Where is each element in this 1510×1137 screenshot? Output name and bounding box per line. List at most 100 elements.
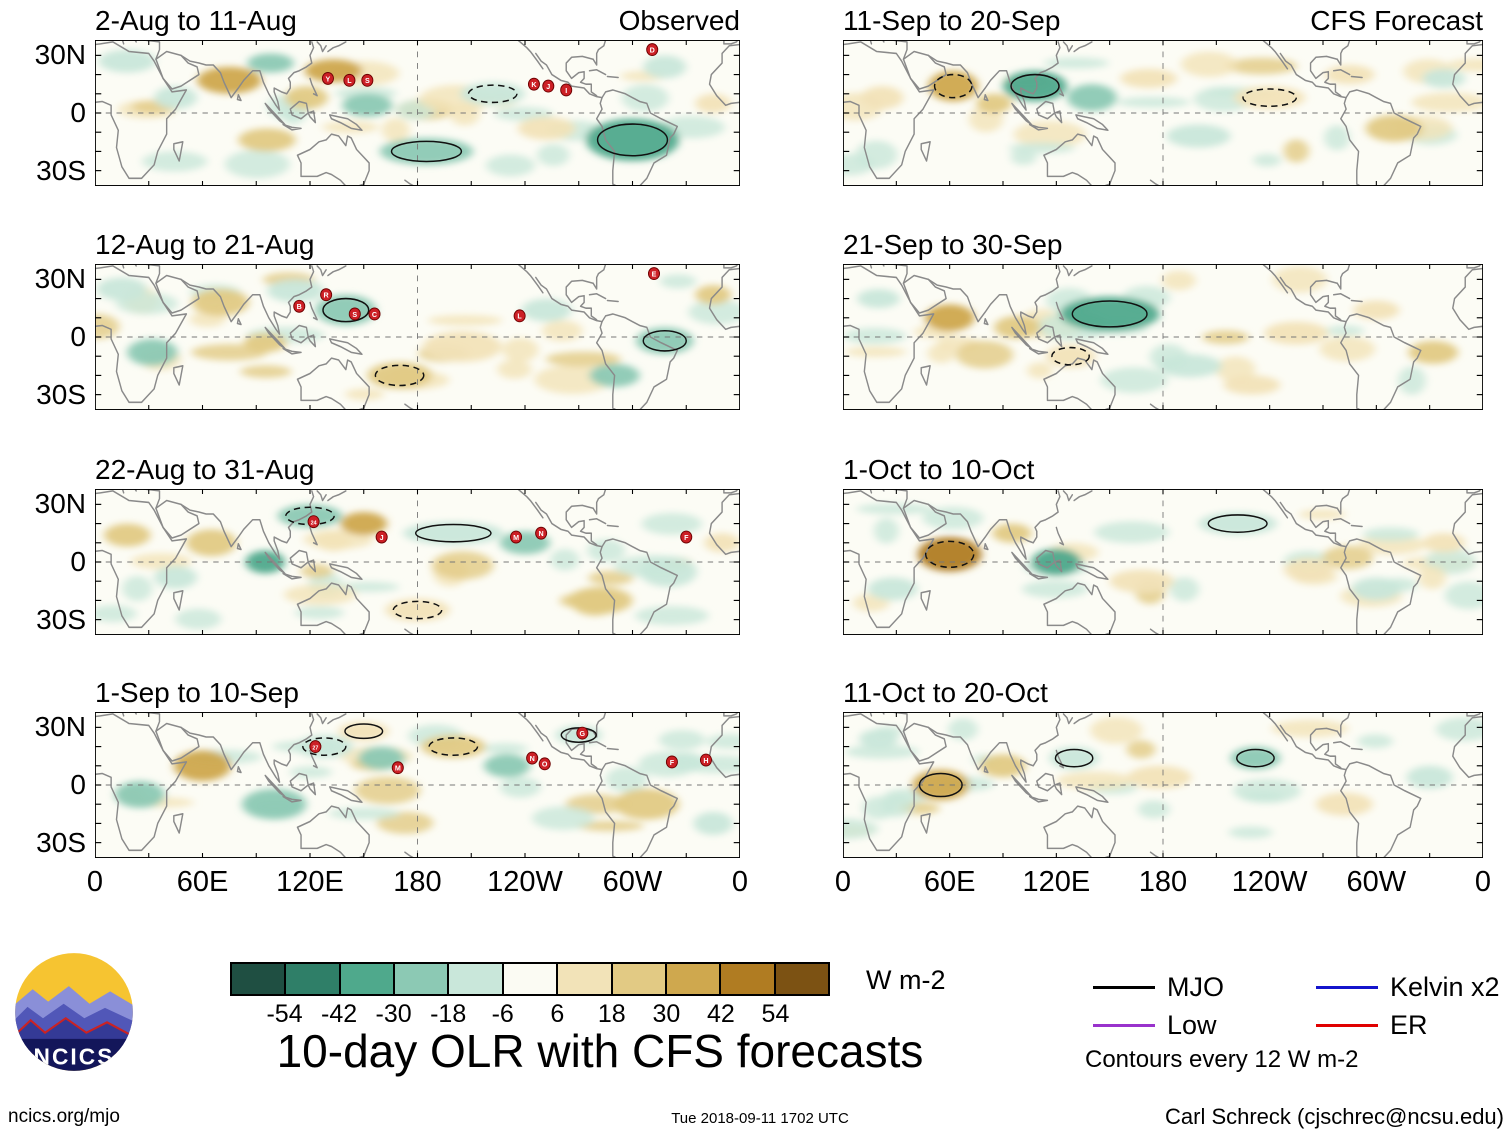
panel-title-2-0: 22-Aug to 31-Aug xyxy=(95,454,315,485)
panel-title-1-1: 21-Sep to 30-Sep xyxy=(843,229,1063,260)
colorbar xyxy=(230,962,830,996)
storm-icon xyxy=(538,757,551,771)
storm-letter: F xyxy=(670,758,675,767)
storm-letter: J xyxy=(380,533,384,542)
storm-icon xyxy=(309,740,322,754)
storm-letter: M xyxy=(395,763,401,772)
storm-letter: S xyxy=(352,310,357,319)
anomaly-shading xyxy=(95,272,740,401)
legend-line-swatch xyxy=(1093,986,1155,989)
x-axis-label: 0 xyxy=(86,866,104,898)
storm-icon xyxy=(576,726,589,740)
storm-marker-I: I xyxy=(560,83,573,97)
y-axis-label: 30S xyxy=(36,378,86,410)
colorbar-segment xyxy=(721,964,776,994)
storm-icon xyxy=(361,73,374,87)
footer-credit: Carl Schreck (cjschrec@ncsu.edu) xyxy=(1165,1104,1504,1129)
colorbar-tick-label: -30 xyxy=(375,1000,412,1028)
panel-title-3-1: 11-Oct to 20-Oct xyxy=(843,677,1048,708)
legend-label: Kelvin x2 xyxy=(1390,972,1500,1002)
storm-icon xyxy=(375,530,388,544)
mjo-contour xyxy=(322,297,370,323)
x-axis-label: 0 xyxy=(1474,866,1492,898)
storm-letter: F xyxy=(684,533,689,542)
storm-letter: K xyxy=(531,80,537,89)
storm-marker-L: L xyxy=(513,309,526,323)
mjo-contour xyxy=(560,727,597,744)
footer-url: ncics.org/mjo xyxy=(8,1106,120,1127)
x-axis-label: 120W xyxy=(487,866,563,898)
mjo-contour xyxy=(642,329,687,352)
storm-icon xyxy=(391,761,404,775)
storm-icon xyxy=(368,307,381,321)
column-header-cfs-forecast: CFS Forecast xyxy=(1310,5,1483,36)
mjo-contour xyxy=(1236,748,1275,768)
coastlines xyxy=(95,40,415,186)
coastlines xyxy=(1261,264,1483,410)
storm-letter: C xyxy=(372,310,378,319)
storm-marker-D: D xyxy=(646,43,659,57)
storm-letter: B xyxy=(297,302,303,311)
storm-letter: S xyxy=(365,76,370,85)
colorbar-tick-label: 54 xyxy=(761,1000,790,1028)
storm-marker-F: F xyxy=(680,530,693,544)
mjo-contour xyxy=(1010,73,1060,99)
mjo-contour xyxy=(1051,346,1090,366)
y-axis-label: 30N xyxy=(34,711,86,743)
legend-item-mjo: MJO xyxy=(1093,972,1224,1003)
storm-letter: M xyxy=(513,533,519,542)
storm-letter: N xyxy=(539,529,544,538)
y-axis-label: 0 xyxy=(70,769,86,800)
storm-marker-M: M xyxy=(391,761,404,775)
storm-marker-R: R xyxy=(320,288,333,302)
storm-icon xyxy=(680,530,693,544)
coastlines xyxy=(517,40,740,186)
storm-icon xyxy=(321,71,334,85)
coastlines xyxy=(517,489,740,635)
storm-letter: Y xyxy=(326,74,331,83)
storm-marker-C: C xyxy=(368,307,381,321)
storm-marker-K: K xyxy=(527,77,540,91)
x-axis-label: 60E xyxy=(176,866,229,898)
legend-line-swatch xyxy=(1093,1024,1155,1027)
panel-title-2-1: 1-Oct to 10-Oct xyxy=(843,454,1035,485)
colorbar-segment xyxy=(666,964,722,994)
y-axis-label: 0 xyxy=(70,546,86,577)
coastlines xyxy=(95,712,415,858)
storm-marker-L: L xyxy=(343,73,356,87)
colorbar-tick-label: 42 xyxy=(707,1000,735,1028)
logo-text: NCICS xyxy=(33,1044,114,1070)
x-axis-label: 120E xyxy=(1022,866,1091,898)
storm-marker-S: S xyxy=(361,73,374,87)
colorbar-segment xyxy=(449,964,504,994)
storm-marker-H: H xyxy=(699,753,712,767)
storm-icon xyxy=(647,267,661,281)
map-panel-observed-row2: 24 J M N F xyxy=(95,489,740,635)
mjo-contour xyxy=(933,73,973,99)
storm-letter: L xyxy=(347,76,352,85)
panel-title-3-0: 1-Sep to 10-Sep xyxy=(95,677,299,708)
storm-icon xyxy=(510,530,523,544)
storm-icon xyxy=(320,288,333,302)
map-panel-forecast-row3 xyxy=(843,712,1483,858)
legend-label: MJO xyxy=(1167,972,1224,1002)
ncics-logo: NCICS xyxy=(12,950,136,1079)
map-svg xyxy=(843,489,1483,635)
mjo-contour xyxy=(390,140,463,163)
anomaly-shading xyxy=(843,266,1459,395)
panel-title-0-1: 11-Sep to 20-Sep xyxy=(843,5,1061,36)
storm-icon xyxy=(665,755,678,769)
mjo-contour xyxy=(924,540,975,569)
y-axis-label: 30N xyxy=(34,39,86,71)
map-svg xyxy=(843,264,1483,410)
legend-line-swatch xyxy=(1316,1024,1378,1027)
colorbar-segment xyxy=(612,964,667,994)
coastlines xyxy=(1261,712,1483,858)
legend-line-swatch xyxy=(1316,986,1378,989)
storm-marker-N: N xyxy=(526,751,539,765)
y-axis-label: 30S xyxy=(36,154,86,186)
storm-icon xyxy=(526,751,539,765)
mjo-contour xyxy=(374,364,425,387)
map-svg: 27 M NO G F H xyxy=(95,712,740,858)
storm-marker-M: M xyxy=(510,530,523,544)
